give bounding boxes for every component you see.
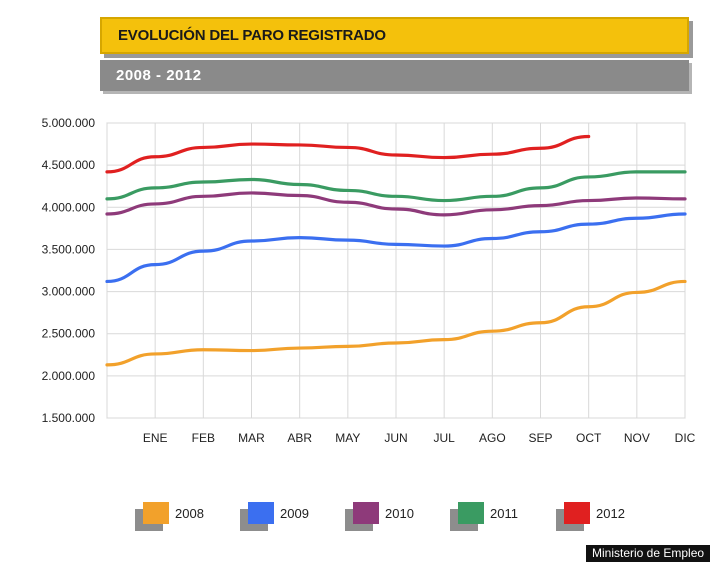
- series-line-2008: [105, 279, 687, 367]
- series-line-2011: [105, 170, 687, 203]
- chart-title-bar: EVOLUCIÓN DEL PARO REGISTRADO: [100, 17, 689, 54]
- x-tick-label: JUN: [384, 431, 407, 445]
- x-tick-label: MAR: [238, 431, 265, 445]
- legend-swatch: [458, 502, 484, 524]
- legend-swatch: [143, 502, 169, 524]
- y-tick-label: 4.000.000: [42, 200, 96, 214]
- y-tick-label: 2.000.000: [42, 369, 96, 383]
- y-tick-label: 5.000.000: [42, 116, 96, 130]
- legend-label: 2010: [385, 506, 414, 521]
- x-tick-label: DIC: [675, 431, 696, 445]
- chart-title: EVOLUCIÓN DEL PARO REGISTRADO: [118, 27, 386, 44]
- x-tick-label: NOV: [624, 431, 650, 445]
- legend-swatch: [248, 502, 274, 524]
- legend-label: 2009: [280, 506, 309, 521]
- series-line-2009: [105, 212, 687, 284]
- y-tick-label: 3.000.000: [42, 285, 96, 299]
- y-tick-label: 2.500.000: [42, 327, 96, 341]
- x-tick-label: OCT: [576, 431, 602, 445]
- x-tick-label: MAY: [335, 431, 360, 445]
- legend-label: 2011: [490, 506, 518, 521]
- chart-subtitle-bar: 2008 - 2012: [100, 60, 689, 91]
- x-tick-label: ABR: [287, 431, 312, 445]
- series-line-2012: [105, 134, 591, 174]
- x-tick-label: ENE: [143, 431, 168, 445]
- legend-swatch: [353, 502, 379, 524]
- y-tick-label: 4.500.000: [42, 158, 96, 172]
- y-tick-label: 1.500.000: [42, 411, 96, 425]
- y-tick-label: 3.500.000: [42, 242, 96, 256]
- source-label: Ministerio de Empleo: [586, 545, 711, 562]
- series-line-2010: [105, 191, 687, 217]
- x-tick-label: FEB: [192, 431, 215, 445]
- legend-label: 2008: [175, 506, 204, 521]
- x-tick-label: JUL: [433, 431, 455, 445]
- legend-label: 2012: [596, 506, 625, 521]
- legend-swatch: [564, 502, 590, 524]
- chart-subtitle: 2008 - 2012: [116, 67, 202, 84]
- x-tick-label: SEP: [528, 431, 552, 445]
- x-tick-label: AGO: [479, 431, 506, 445]
